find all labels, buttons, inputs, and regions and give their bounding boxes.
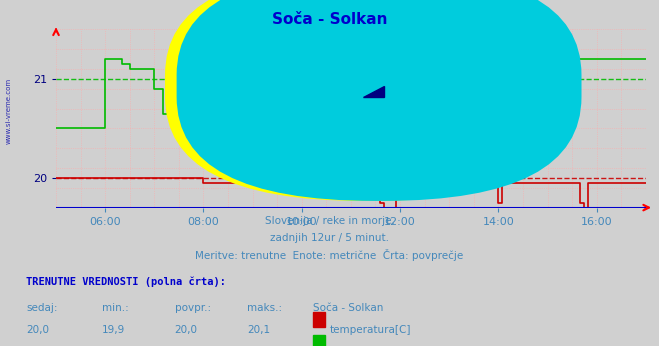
- Text: sedaj:: sedaj:: [26, 303, 58, 313]
- Text: Soča - Solkan: Soča - Solkan: [313, 303, 384, 313]
- Text: 19,9: 19,9: [102, 325, 125, 335]
- Text: www.si-vreme.com: www.si-vreme.com: [203, 104, 499, 133]
- Text: temperatura[C]: temperatura[C]: [330, 325, 412, 335]
- Text: Meritve: trenutne  Enote: metrične  Črta: povprečje: Meritve: trenutne Enote: metrične Črta: …: [195, 249, 464, 262]
- Text: TRENUTNE VREDNOSTI (polna črta):: TRENUTNE VREDNOSTI (polna črta):: [26, 277, 226, 287]
- Text: www.si-vreme.com: www.si-vreme.com: [5, 78, 11, 144]
- Text: Soča - Solkan: Soča - Solkan: [272, 12, 387, 27]
- Text: povpr.:: povpr.:: [175, 303, 211, 313]
- Text: Slovenija / reke in morje.: Slovenija / reke in morje.: [264, 216, 395, 226]
- Text: zadnjih 12ur / 5 minut.: zadnjih 12ur / 5 minut.: [270, 233, 389, 243]
- Text: maks.:: maks.:: [247, 303, 282, 313]
- Text: 20,0: 20,0: [26, 325, 49, 335]
- Text: 20,0: 20,0: [175, 325, 198, 335]
- Text: min.:: min.:: [102, 303, 129, 313]
- Text: 20,1: 20,1: [247, 325, 270, 335]
